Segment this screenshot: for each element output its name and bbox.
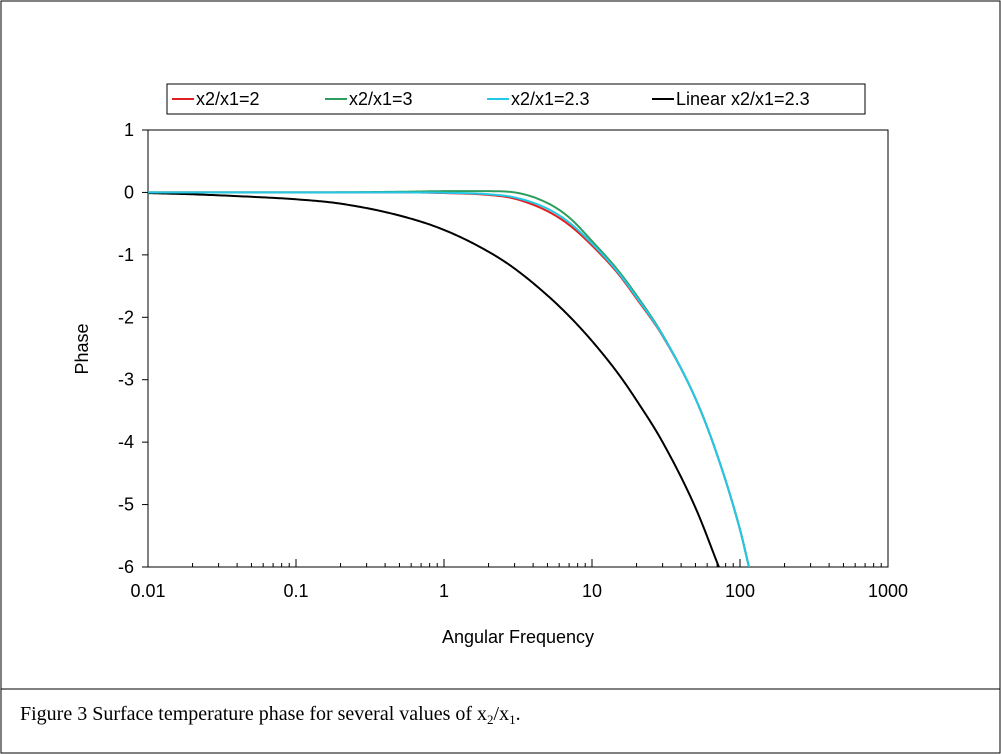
caption-sub-1: 1 xyxy=(509,712,516,727)
x-axis-title: Angular Frequency xyxy=(442,627,594,647)
legend-box xyxy=(166,83,866,115)
figure-caption: Figure 3 Surface temperature phase for s… xyxy=(20,703,980,728)
y-tick-label: -6 xyxy=(118,557,134,577)
legend-label: x2/x1=3 xyxy=(349,89,413,109)
series-line-2 xyxy=(148,191,750,567)
y-axis-title: Phase xyxy=(72,323,92,374)
legend-label: Linear x2/x1=2.3 xyxy=(676,89,810,109)
x-tick-label: 0.1 xyxy=(283,581,308,601)
y-tick-label: -4 xyxy=(118,432,134,452)
x-tick-label: 0.01 xyxy=(130,581,165,601)
legend-label: x2/x1=2 xyxy=(196,89,260,109)
legend-label: x2/x1=2.3 xyxy=(511,89,590,109)
x-axis: 0.01 0.1 1 10 100 1000 xyxy=(130,559,908,601)
legend: x2/x1=2 x2/x1=3 x2/x1=2.3 Linear x2/x1=2.3 xyxy=(172,89,810,109)
x-tick-label: 1000 xyxy=(868,581,908,601)
y-tick-label: 1 xyxy=(124,120,134,140)
caption-mid: /x xyxy=(493,703,510,725)
series-line-3 xyxy=(148,192,720,567)
y-axis: 1 0 -1 -2 -3 -4 -5 -6 xyxy=(118,120,148,577)
caption-sub-2: 2 xyxy=(487,712,494,727)
y-tick-label: -1 xyxy=(118,245,134,265)
x-tick-label: 1 xyxy=(439,581,449,601)
series-layer xyxy=(148,190,750,567)
caption-suffix: . xyxy=(515,703,521,725)
phase-chart: 10-1-2-3-4-5-6 0.01 0.1 1 10 100 1000 Angular… xyxy=(72,83,908,647)
y-tick-label: -5 xyxy=(118,495,134,515)
x-tick-label: 100 xyxy=(725,581,755,601)
caption-prefix: Figure 3 Surface temperature phase for s… xyxy=(20,703,488,725)
y-tick-label: -3 xyxy=(118,370,134,390)
y-tick-label: -2 xyxy=(118,307,134,327)
plot-area xyxy=(147,129,889,568)
y-tick-label: 0 xyxy=(124,182,134,202)
x-tick-label: 10 xyxy=(582,581,602,601)
